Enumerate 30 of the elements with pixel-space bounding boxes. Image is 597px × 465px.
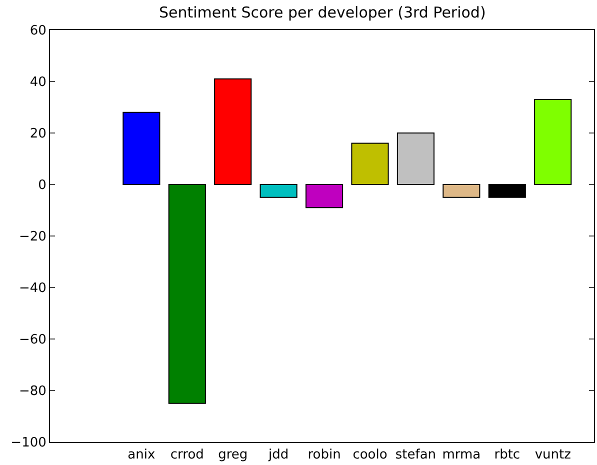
x-tick-label: vuntz [534,448,572,463]
x-tick-label: robin [308,448,341,463]
x-tick-label: coolo [352,448,388,463]
bar [488,184,526,198]
x-tick-label: crrod [170,448,204,463]
bar [306,184,344,208]
x-tick-label: stefan [395,448,436,463]
bar [168,184,206,404]
y-tick-label: 40 [30,75,46,90]
bar [534,99,572,185]
x-tick-label: jdd [268,448,289,463]
y-tick-label: −20 [18,230,46,245]
y-tick-label: 20 [30,126,46,142]
bar [396,132,434,185]
x-tick-label: anix [128,448,156,463]
x-tick-label: mrma [442,448,481,463]
y-tick-label: 60 [30,24,46,39]
chart-title: Sentiment Score per developer (3rd Period) [158,3,486,22]
bar [214,78,252,185]
x-tick-label: rbtc [494,448,520,463]
y-tick-label: −40 [18,281,46,296]
bar [260,184,298,198]
y-tick-label: −80 [18,384,46,400]
bar [442,184,480,198]
x-tick-label: greg [218,448,248,463]
bar [122,112,160,185]
y-tick-label: −60 [18,332,46,348]
bar [351,142,389,185]
y-tick-label: 0 [38,178,46,194]
y-tick-label: −100 [10,436,46,451]
